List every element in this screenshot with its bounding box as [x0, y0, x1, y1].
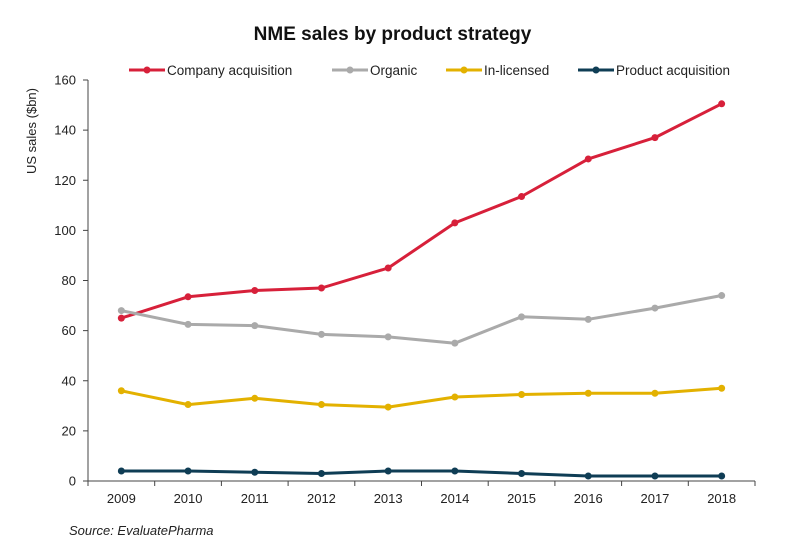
x-tick-label: 2012	[307, 491, 336, 506]
data-point	[117, 467, 125, 475]
y-tick-label: 60	[62, 323, 76, 338]
y-tick-label: 120	[54, 173, 76, 188]
source-note: Source: EvaluatePharma	[69, 523, 214, 538]
data-point	[251, 468, 259, 476]
series-lines	[117, 100, 726, 480]
data-point	[317, 469, 325, 477]
data-point	[317, 330, 325, 338]
data-point	[518, 469, 526, 477]
legend-marker	[143, 66, 151, 74]
y-tick-label: 20	[62, 423, 76, 438]
series-line	[121, 469, 722, 478]
x-tick-label: 2016	[574, 491, 603, 506]
legend-marker	[346, 66, 354, 74]
data-point	[184, 293, 192, 301]
data-point	[584, 472, 592, 480]
series-product-acquisition	[117, 467, 726, 480]
data-point	[117, 307, 125, 315]
x-tick-label: 2014	[440, 491, 469, 506]
series-organic	[117, 292, 726, 347]
data-point	[451, 467, 459, 475]
x-tick-label: 2010	[174, 491, 203, 506]
data-point	[317, 401, 325, 409]
x-tick-label: 2009	[107, 491, 136, 506]
x-tick-label: 2017	[640, 491, 669, 506]
data-point	[718, 472, 726, 480]
x-tick-label: 2013	[374, 491, 403, 506]
legend-marker	[592, 66, 600, 74]
data-point	[518, 391, 526, 399]
y-tick-label: 140	[54, 123, 76, 138]
legend-marker	[460, 66, 468, 74]
data-point	[251, 322, 259, 330]
y-tick-label: 80	[62, 273, 76, 288]
y-tick-label: 0	[69, 474, 76, 489]
data-point	[451, 393, 459, 401]
data-point	[584, 315, 592, 323]
data-point	[384, 264, 392, 272]
data-point	[584, 389, 592, 397]
data-point	[384, 403, 392, 411]
legend-label: In-licensed	[484, 63, 549, 78]
legend-label: Company acquisition	[167, 63, 292, 78]
series-line	[120, 294, 722, 345]
data-point	[718, 292, 726, 300]
data-point	[451, 339, 459, 347]
data-point	[184, 320, 192, 328]
legend: Company acquisition Organic In-licensed Pro…	[129, 63, 730, 78]
legend-item: In-licensed	[446, 63, 549, 78]
data-point	[251, 394, 259, 402]
series-in-licensed	[117, 384, 726, 411]
y-axis-label: US sales ($bn)	[24, 88, 39, 174]
data-point	[317, 284, 325, 292]
data-point	[251, 287, 259, 295]
legend-label: Product acquisition	[616, 63, 730, 78]
legend-label: Organic	[370, 63, 418, 78]
data-point	[384, 333, 392, 341]
line-chart: Company acquisition Organic In-licensed Pro…	[24, 63, 756, 506]
data-point	[651, 134, 659, 142]
legend-item: Product acquisition	[578, 63, 730, 78]
y-tick-label: 40	[62, 373, 76, 388]
series-line	[120, 386, 722, 409]
data-point	[584, 155, 592, 163]
x-tick-label: 2011	[241, 491, 269, 506]
data-point	[184, 467, 192, 475]
x-tick-label: 2015	[507, 491, 536, 506]
data-point	[651, 389, 659, 397]
data-point	[117, 314, 125, 322]
x-tick-label: 2018	[707, 491, 736, 506]
data-point	[651, 472, 659, 480]
data-point	[718, 384, 726, 392]
data-point	[518, 313, 526, 321]
data-point	[518, 193, 526, 201]
y-tick-label: 100	[54, 223, 76, 238]
data-point	[384, 467, 392, 475]
data-point	[718, 100, 726, 108]
series-line	[120, 102, 723, 320]
series-company-acquisition	[117, 100, 726, 322]
axes: 0 20 40 60 80 100 120 140 160 2009 2010 2011 2012 201…	[54, 73, 756, 506]
y-tick-label: 160	[54, 73, 76, 88]
data-point	[184, 401, 192, 409]
data-point	[117, 387, 125, 395]
legend-item: Company acquisition	[129, 63, 292, 78]
legend-item: Organic	[332, 63, 418, 78]
data-point	[651, 304, 659, 312]
data-point	[451, 219, 459, 227]
chart-title: NME sales by product strategy	[253, 24, 532, 45]
